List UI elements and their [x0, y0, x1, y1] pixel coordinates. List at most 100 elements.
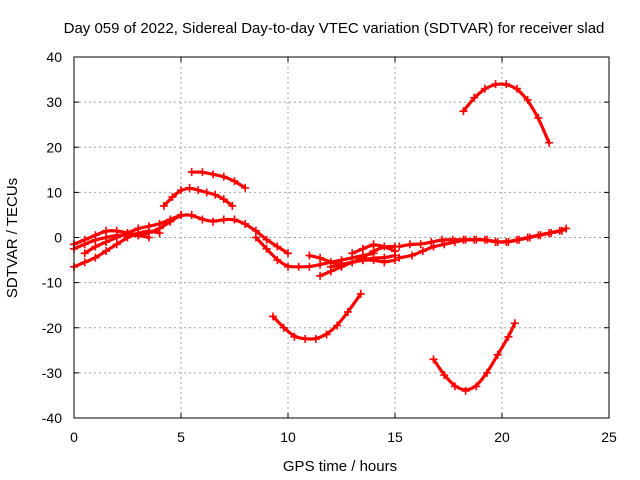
x-tick-label: 15: [387, 429, 403, 445]
data-point: [416, 240, 425, 249]
y-tick-label: -10: [42, 275, 62, 291]
data-point: [483, 368, 492, 377]
data-point: [427, 238, 436, 247]
data-point: [187, 168, 196, 177]
data-point: [112, 233, 121, 242]
y-tick-label: 40: [46, 49, 62, 65]
data-point: [91, 235, 100, 244]
data-point: [504, 332, 513, 341]
data-point: [391, 247, 399, 256]
data-point: [198, 168, 207, 177]
data-point: [391, 256, 399, 265]
y-tick-label: 30: [46, 94, 62, 110]
data-point: [269, 312, 278, 321]
data-point: [348, 249, 357, 258]
data-point: [301, 335, 310, 344]
data-point: [356, 289, 365, 298]
data-point: [470, 235, 479, 244]
data-point: [91, 242, 100, 251]
y-tick-label: 0: [54, 230, 62, 246]
data-point: [480, 235, 489, 244]
data-point: [251, 233, 260, 242]
data-point: [510, 319, 519, 328]
series-line: [72, 233, 151, 251]
data-point: [333, 321, 342, 330]
data-point: [358, 244, 367, 253]
series-arc-15: [459, 80, 554, 147]
data-point: [369, 256, 378, 265]
data-point: [316, 253, 325, 262]
data-point: [523, 95, 532, 104]
data-point: [230, 215, 239, 224]
data-point: [198, 215, 207, 224]
data-point: [480, 84, 489, 93]
data-point: [408, 251, 417, 260]
data-point: [493, 350, 502, 359]
data-point: [512, 235, 521, 244]
data-point: [155, 219, 164, 228]
data-point: [273, 242, 282, 251]
data-point: [177, 186, 185, 195]
series-arc-4: [80, 210, 185, 258]
data-point: [470, 93, 479, 102]
x-tick-label: 25: [601, 429, 617, 445]
x-tick-label: 0: [70, 429, 78, 445]
data-point: [102, 238, 111, 247]
data-point: [284, 262, 292, 271]
data-point: [123, 228, 132, 237]
data-point: [405, 240, 414, 249]
plot-frame: [73, 56, 610, 419]
data-point: [168, 192, 177, 201]
data-point: [418, 247, 427, 256]
data-point: [395, 242, 404, 251]
y-axis-label: SDTVAR / TECUs: [4, 178, 21, 298]
data-point: [337, 260, 346, 269]
data-point: [177, 210, 185, 219]
data-point: [380, 242, 389, 251]
data-point: [284, 249, 292, 258]
data-point: [448, 235, 457, 244]
y-tick-label: 10: [46, 184, 62, 200]
series-arc-7: [251, 233, 378, 271]
data-point: [311, 335, 320, 344]
data-point: [512, 84, 521, 93]
data-point: [202, 188, 211, 197]
data-point: [294, 262, 303, 271]
series-arc-5: [159, 183, 237, 210]
y-tick-label: 20: [46, 139, 62, 155]
series-arc-14: [395, 224, 571, 251]
data-point: [502, 80, 511, 89]
data-point: [144, 222, 153, 231]
data-point: [211, 190, 220, 199]
data-point: [450, 382, 459, 391]
data-point: [545, 138, 554, 147]
data-point: [358, 256, 367, 265]
data-point: [219, 172, 228, 181]
x-tick-label: 20: [494, 429, 510, 445]
data-point: [155, 228, 164, 237]
series-arc-11: [348, 240, 399, 258]
data-point: [438, 235, 447, 244]
chart-title: Day 059 of 2022, Sidereal Day-to-day VTE…: [64, 20, 605, 37]
x-tick-label: 10: [280, 429, 296, 445]
data-point: [209, 217, 218, 226]
x-tick-label: 5: [177, 429, 185, 445]
series-line: [461, 82, 551, 145]
data-point: [209, 170, 218, 179]
data-point: [166, 215, 175, 224]
data-point: [459, 107, 468, 116]
data-point: [534, 231, 543, 240]
data-point: [112, 240, 121, 249]
data-point: [429, 355, 438, 364]
data-point: [395, 253, 404, 262]
series-line: [83, 213, 183, 255]
data-point: [545, 228, 554, 237]
data-point: [369, 240, 378, 249]
data-point: [562, 224, 571, 233]
data-point: [305, 262, 314, 271]
data-point: [491, 80, 500, 89]
data-point: [290, 332, 299, 341]
series-arc-6: [187, 168, 250, 192]
data-point: [228, 201, 237, 210]
